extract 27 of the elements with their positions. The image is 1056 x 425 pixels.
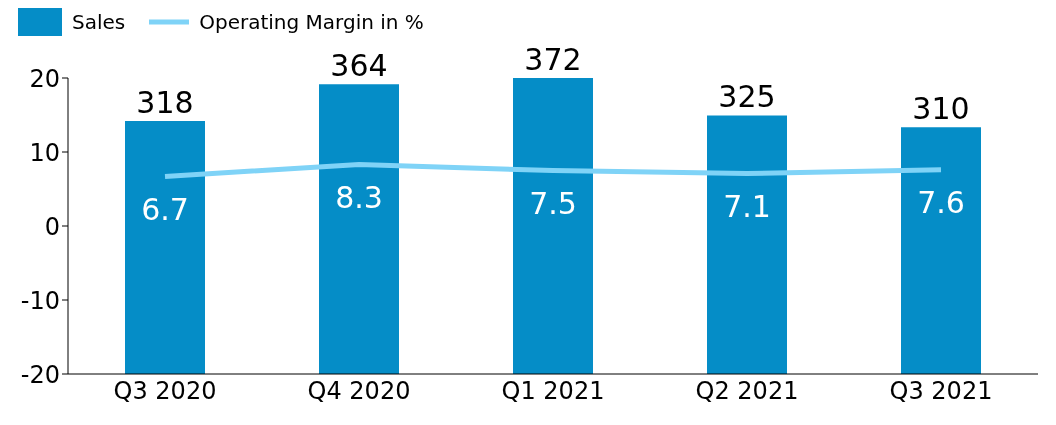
x-tick-label: Q3 2020 [113, 377, 217, 406]
data-label: 372 [524, 42, 582, 77]
bar [125, 120, 205, 374]
x-tick-label: Q3 2021 [889, 377, 993, 406]
data-label: 7.1 [723, 188, 771, 224]
legend-label: Sales [72, 10, 126, 34]
y-tick-label: 0 [44, 212, 60, 241]
bar [901, 127, 981, 374]
x-tick-label: Q4 2020 [307, 377, 411, 406]
x-tick-label: Q2 2021 [695, 377, 799, 406]
data-label: 7.6 [917, 185, 965, 221]
data-label: 318 [136, 84, 194, 120]
bar [513, 78, 593, 374]
data-label: 7.5 [529, 185, 577, 221]
y-tick-label: 10 [29, 138, 60, 167]
data-label: 325 [718, 79, 776, 115]
y-tick-label: -10 [20, 286, 60, 315]
bar [707, 115, 787, 374]
bar [319, 84, 399, 374]
data-label: 310 [912, 91, 970, 127]
y-tick-label: 20 [29, 64, 60, 93]
data-label: 364 [330, 48, 388, 84]
data-label: 6.7 [141, 191, 189, 227]
legend-label: Operating Margin in % [199, 10, 424, 34]
x-tick-label: Q1 2021 [501, 377, 605, 406]
y-tick-label: -20 [20, 360, 60, 389]
data-label: 8.3 [335, 179, 383, 215]
